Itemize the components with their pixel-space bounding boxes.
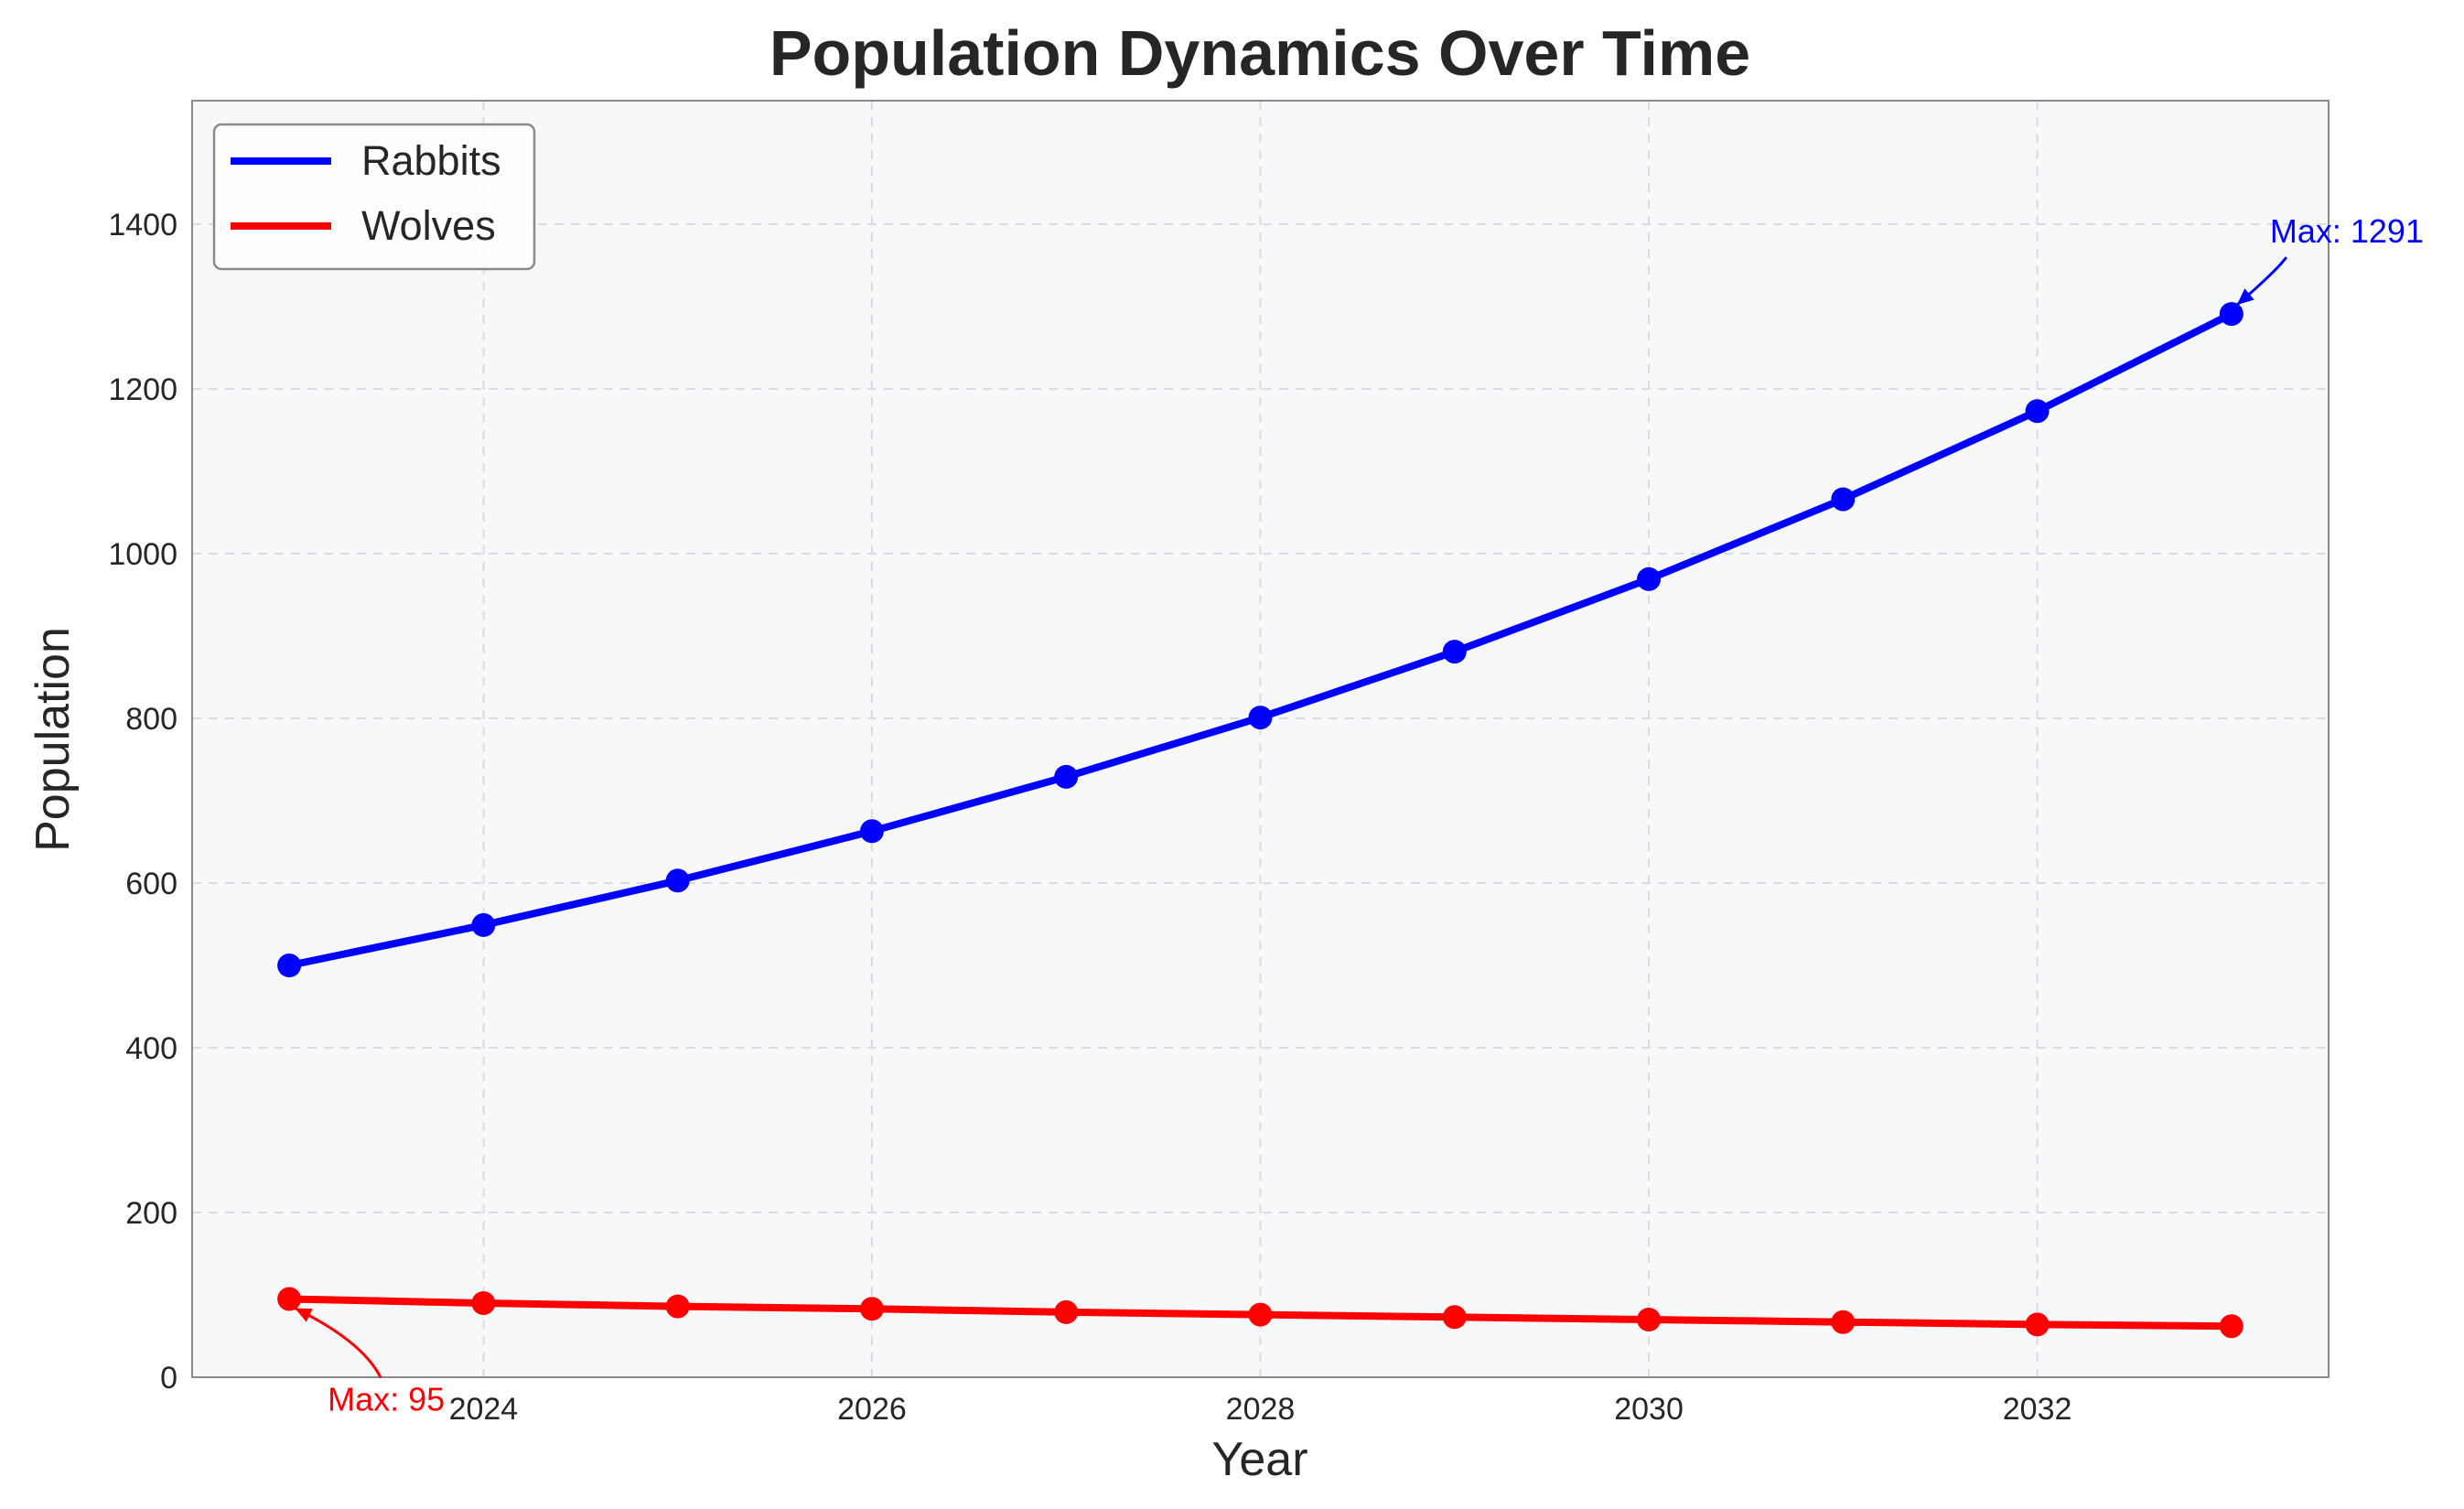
y-tick-label: 1200 (108, 372, 178, 407)
annotation-max-wolves: Max: 95 (328, 1381, 445, 1418)
chart-title: Population Dynamics Over Time (769, 17, 1750, 89)
data-point-wolves (1442, 1305, 1467, 1330)
data-point-rabbits (1831, 487, 1856, 512)
y-tick-label: 800 (125, 702, 178, 737)
data-point-wolves (1831, 1310, 1856, 1334)
plot-area (192, 101, 2329, 1377)
annotation-max-rabbits: Max: 1291 (2270, 212, 2424, 250)
legend-label-wolves: Wolves (361, 202, 496, 249)
x-tick-label: 2030 (1614, 1392, 1684, 1427)
y-tick-label: 0 (160, 1361, 178, 1396)
data-point-wolves (2219, 1314, 2243, 1339)
data-point-rabbits (665, 868, 690, 893)
data-point-wolves (665, 1294, 690, 1319)
data-point-rabbits (1637, 566, 1662, 591)
x-axis-label: Year (1211, 1433, 1307, 1486)
data-point-rabbits (277, 954, 302, 977)
data-point-rabbits (1248, 706, 1273, 730)
data-point-wolves (859, 1297, 884, 1321)
y-tick-label: 200 (125, 1196, 178, 1231)
x-tick-label: 2032 (2003, 1392, 2072, 1427)
data-point-wolves (277, 1287, 302, 1311)
y-tick-label: 400 (125, 1031, 178, 1066)
data-point-rabbits (2219, 302, 2243, 327)
data-point-wolves (2025, 1312, 2050, 1337)
x-tick-label: 2026 (837, 1392, 907, 1427)
plot-frame (191, 100, 2330, 1378)
legend: Rabbits Wolves (212, 123, 536, 271)
annotation-arrowhead-rabbits (2236, 288, 2254, 306)
y-axis-label: Population (27, 627, 80, 852)
legend-label-rabbits: Rabbits (361, 137, 501, 184)
annotations: Max: 1291 Max: 95 (294, 212, 2424, 1418)
x-tick-label: 2028 (1226, 1392, 1296, 1427)
data-point-rabbits (2025, 399, 2050, 424)
annotation-arrowhead-wolves (295, 1308, 313, 1322)
data-point-wolves (1054, 1299, 1079, 1324)
y-axis-ticks: 0 200 400 600 800 1000 1200 1400 (108, 208, 178, 1396)
data-point-wolves (1637, 1308, 1662, 1331)
x-tick-label: 2024 (449, 1392, 519, 1427)
data-point-rabbits (1442, 640, 1467, 664)
data-point-rabbits (1054, 764, 1079, 789)
y-tick-label: 600 (125, 867, 178, 901)
data-point-rabbits (859, 819, 884, 844)
y-tick-label: 1000 (108, 537, 178, 572)
x-axis-ticks: 2024 2026 2028 2030 2032 (449, 1392, 2072, 1427)
y-tick-label: 1400 (108, 208, 178, 243)
data-point-wolves (471, 1291, 496, 1315)
data-point-rabbits (471, 912, 496, 937)
data-point-wolves (1248, 1302, 1273, 1327)
series-lines (277, 302, 2243, 1339)
